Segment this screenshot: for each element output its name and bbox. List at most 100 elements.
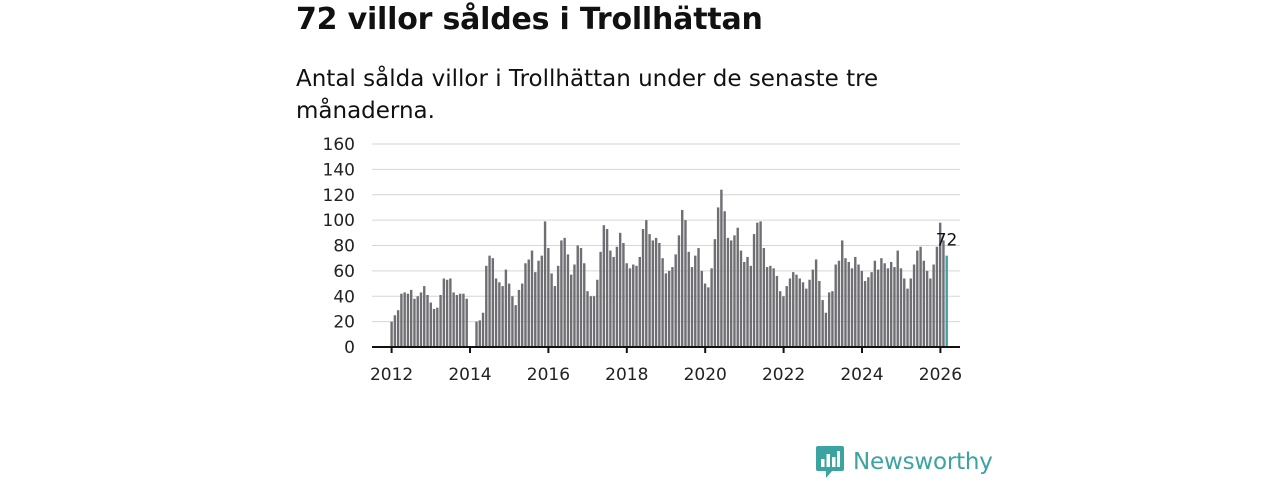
bar bbox=[844, 258, 847, 347]
bar bbox=[697, 248, 700, 347]
bar bbox=[739, 250, 743, 347]
y-tick-label: 120 bbox=[323, 186, 355, 206]
bar bbox=[909, 278, 912, 347]
bar bbox=[426, 294, 429, 347]
bar bbox=[481, 312, 485, 347]
x-tick-label: 2012 bbox=[370, 365, 413, 385]
y-tick-label: 0 bbox=[344, 338, 355, 358]
bar bbox=[527, 259, 530, 347]
bar bbox=[638, 256, 641, 347]
bar bbox=[432, 308, 436, 347]
bar bbox=[504, 269, 508, 347]
bar bbox=[602, 225, 606, 347]
bar bbox=[462, 293, 465, 347]
bar bbox=[547, 248, 550, 347]
bar bbox=[465, 298, 468, 347]
bar bbox=[899, 268, 903, 347]
y-tick-label: 60 bbox=[333, 262, 355, 282]
bar bbox=[419, 292, 423, 347]
bar-chart-badge-icon bbox=[816, 446, 844, 478]
bar bbox=[658, 242, 661, 347]
bar bbox=[475, 321, 478, 348]
bar bbox=[478, 320, 481, 347]
bar bbox=[749, 265, 752, 347]
bar bbox=[586, 291, 589, 347]
bar bbox=[507, 283, 511, 347]
x-tick-label: 2026 bbox=[919, 365, 962, 385]
bar bbox=[788, 278, 792, 347]
bar bbox=[452, 292, 455, 347]
bar bbox=[569, 274, 573, 347]
bar bbox=[942, 240, 945, 347]
x-tick-label: 2024 bbox=[840, 365, 883, 385]
bar bbox=[667, 270, 671, 348]
bar bbox=[560, 240, 563, 347]
bar bbox=[423, 286, 426, 347]
bar bbox=[413, 298, 416, 347]
bar bbox=[632, 264, 635, 347]
bar bbox=[873, 260, 877, 347]
bar bbox=[932, 264, 935, 347]
bar bbox=[935, 246, 939, 347]
bar bbox=[827, 292, 831, 347]
bar bbox=[681, 209, 684, 347]
bar bbox=[671, 267, 674, 347]
chart-title: 72 villor såldes i Trollhättan bbox=[296, 2, 763, 37]
bar bbox=[795, 274, 798, 347]
bar bbox=[730, 240, 733, 347]
bar bbox=[494, 278, 498, 347]
x-tick-label: 2018 bbox=[605, 365, 648, 385]
bar bbox=[814, 259, 818, 347]
bar bbox=[550, 273, 553, 347]
bar bbox=[880, 258, 883, 347]
bar bbox=[863, 281, 867, 347]
x-tick-label: 2022 bbox=[762, 365, 805, 385]
bar bbox=[906, 288, 909, 347]
bar bbox=[785, 286, 788, 347]
y-tick-label: 160 bbox=[323, 135, 355, 155]
bar bbox=[723, 211, 726, 347]
bar bbox=[390, 321, 393, 348]
bar bbox=[938, 222, 942, 347]
bar bbox=[805, 288, 808, 347]
bar bbox=[534, 272, 537, 347]
bar bbox=[609, 250, 612, 347]
bar bbox=[824, 312, 828, 347]
bar bbox=[517, 289, 521, 347]
bar bbox=[818, 281, 821, 347]
bar bbox=[615, 246, 619, 347]
bar bbox=[556, 265, 560, 347]
bar bbox=[684, 220, 687, 348]
bar bbox=[530, 250, 534, 347]
bar bbox=[707, 287, 710, 347]
bar bbox=[563, 237, 566, 347]
bar bbox=[765, 267, 769, 347]
bar bbox=[762, 248, 766, 347]
bar bbox=[746, 256, 749, 347]
bar bbox=[772, 268, 775, 347]
bar bbox=[393, 315, 397, 347]
bar bbox=[798, 278, 801, 347]
bar bbox=[837, 260, 841, 347]
bar bbox=[498, 282, 501, 347]
y-tick-label: 40 bbox=[333, 287, 355, 307]
bar bbox=[929, 278, 932, 347]
bar bbox=[429, 302, 432, 347]
bar bbox=[674, 254, 677, 347]
bar bbox=[710, 268, 713, 347]
y-tick-label: 100 bbox=[323, 211, 355, 231]
bar bbox=[654, 237, 658, 347]
bar bbox=[491, 258, 495, 347]
bar bbox=[625, 263, 628, 347]
newsworthy-logo: Newsworthy bbox=[815, 445, 993, 479]
bar bbox=[511, 296, 514, 347]
x-tick-label: 2016 bbox=[527, 365, 570, 385]
bar bbox=[436, 307, 439, 347]
bar bbox=[589, 296, 592, 347]
bar bbox=[716, 207, 720, 347]
bar bbox=[720, 189, 723, 347]
bar bbox=[847, 261, 850, 347]
bar bbox=[687, 251, 690, 347]
bar bbox=[883, 263, 886, 347]
bar bbox=[664, 273, 668, 347]
